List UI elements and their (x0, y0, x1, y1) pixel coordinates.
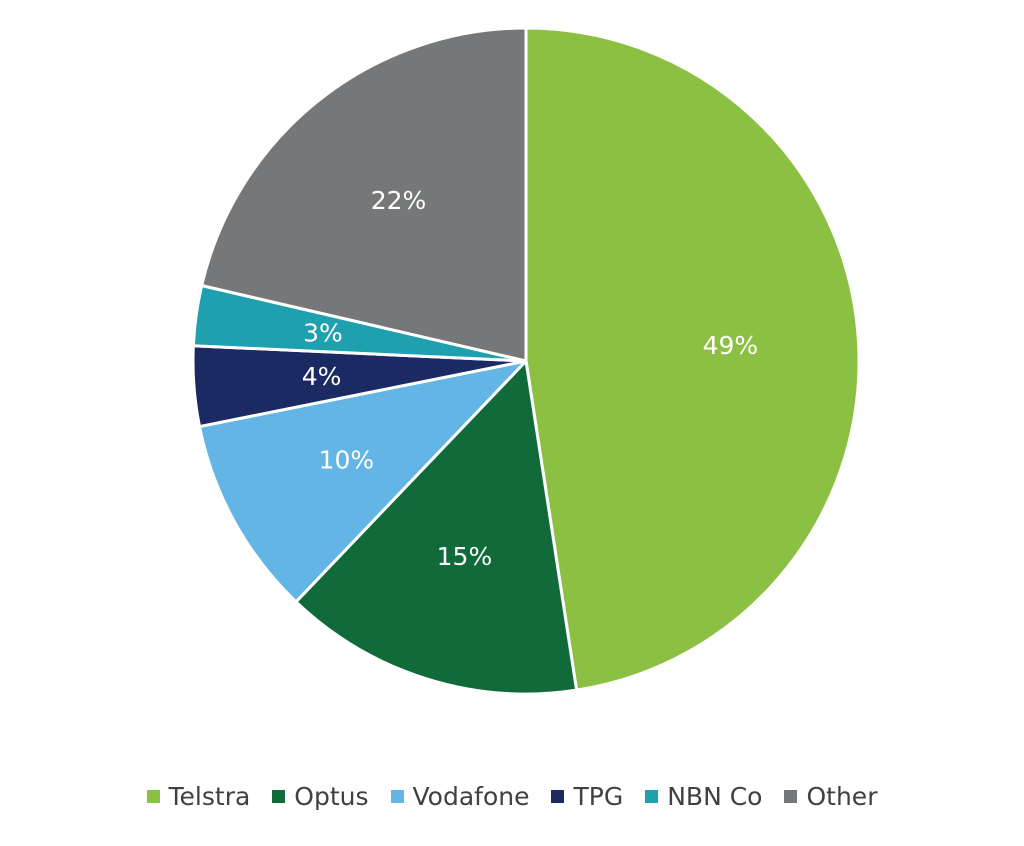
data-label-telstra: 49% (703, 331, 759, 360)
legend-swatch-other (784, 789, 798, 803)
legend-item-telstra: Telstra (146, 781, 251, 811)
data-label-tpg: 4% (302, 362, 342, 391)
legend: Telstra Optus Vodafone TPG NBN Co Other (0, 776, 1024, 816)
legend-swatch-nbn-co (645, 789, 659, 803)
legend-item-vodafone: Vodafone (390, 781, 530, 811)
legend-item-nbn-co: NBN Co (645, 782, 762, 811)
data-label-nbn-co: 3% (303, 318, 343, 347)
legend-swatch-vodafone (390, 789, 404, 803)
legend-swatch-telstra (146, 789, 160, 803)
legend-label-other: Other (806, 781, 878, 811)
legend-item-optus: Optus (272, 781, 369, 811)
pie-slice-optus (294, 359, 579, 696)
pie-slice-other (200, 26, 528, 363)
legend-item-other: Other (784, 782, 877, 811)
data-label-other: 22% (371, 186, 427, 215)
data-label-vodafone: 10% (319, 445, 375, 474)
legend-label-nbn-co: NBN Co (667, 781, 763, 811)
legend-label-optus: Optus (294, 781, 369, 811)
legend-item-tpg: TPG (551, 782, 623, 811)
pie-data-labels: 49% 15% 10% 4% 3% 22% (302, 186, 758, 571)
legend-swatch-optus (272, 789, 286, 803)
pie-slice-vodafone (198, 359, 528, 604)
pie-slice-telstra (524, 26, 861, 692)
legend-label-tpg: TPG (573, 781, 624, 811)
legend-swatch-tpg (551, 789, 565, 803)
data-label-optus: 15% (437, 542, 493, 571)
legend-label-vodafone: Vodafone (412, 781, 530, 811)
legend-label-telstra: Telstra (168, 781, 251, 811)
pie-slices (191, 26, 861, 696)
